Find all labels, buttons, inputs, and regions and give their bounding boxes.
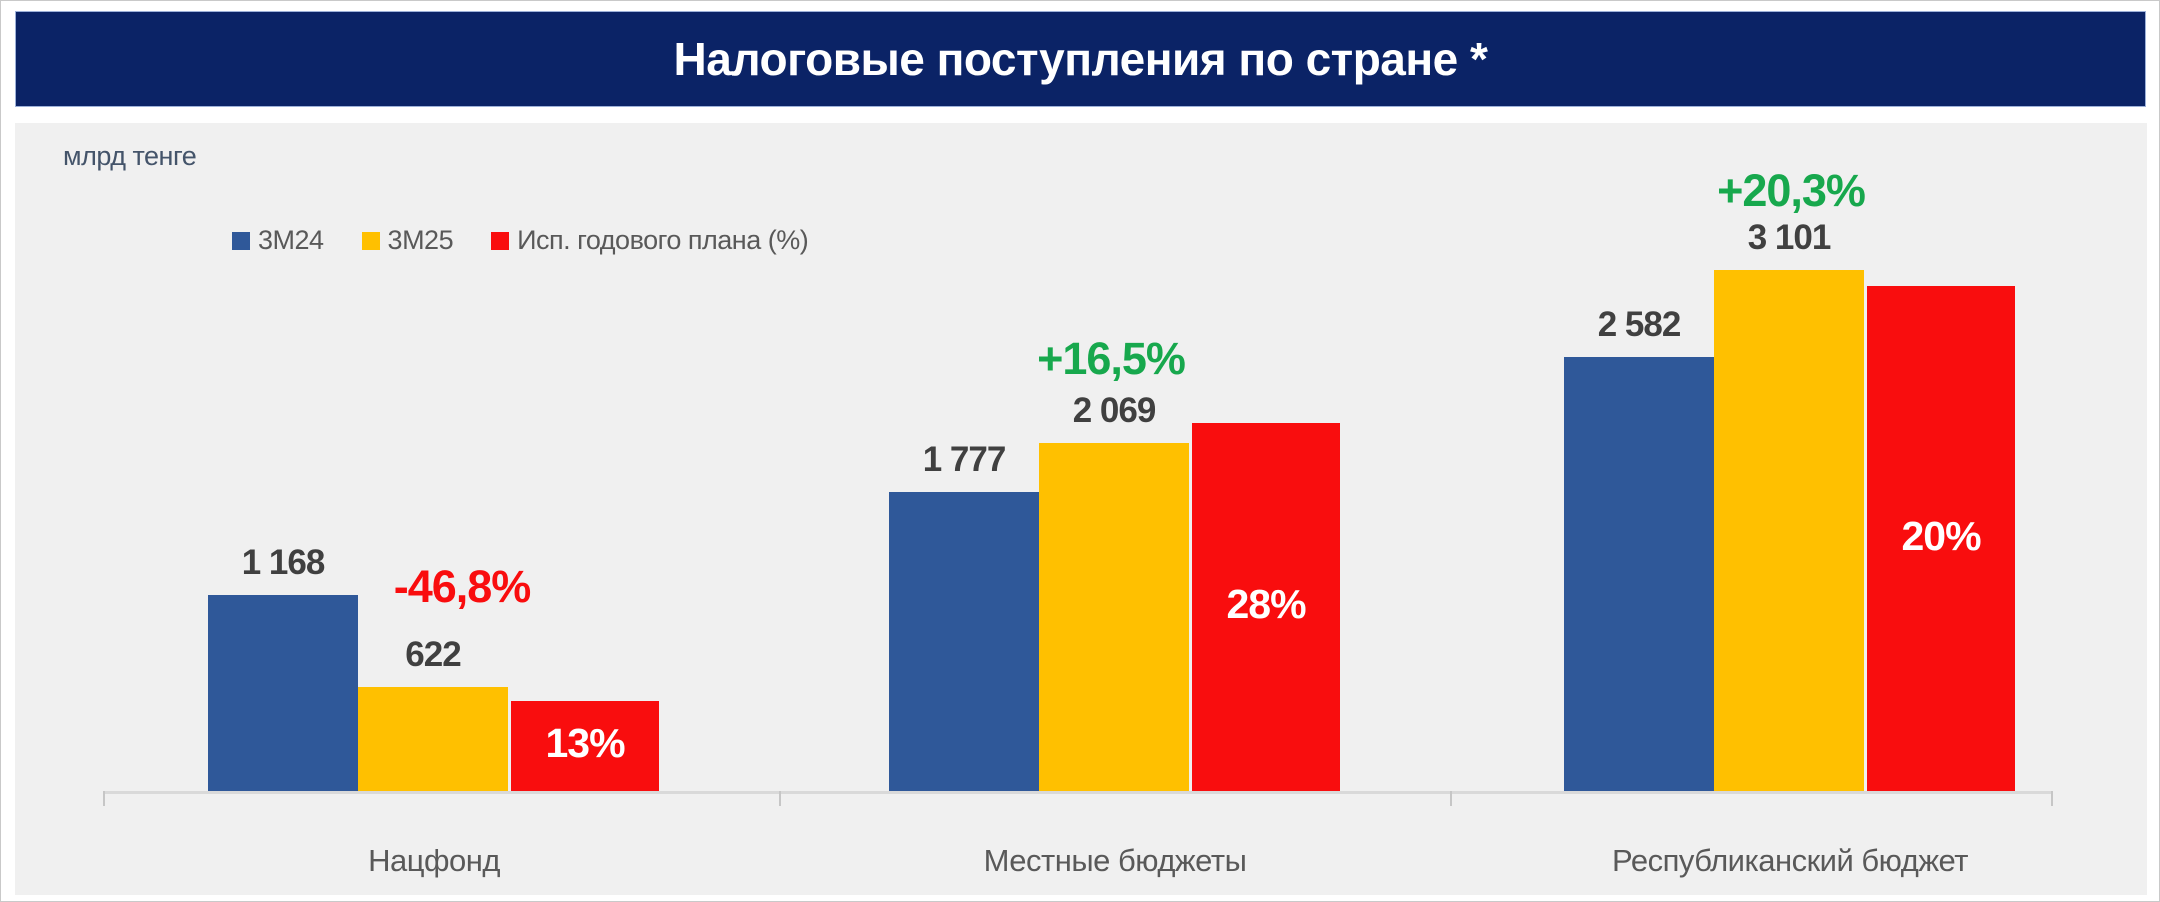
x-axis-line [103, 791, 2053, 794]
x-axis-tick [103, 791, 105, 806]
delta-label-down: -46,8% [393, 561, 532, 612]
category-label: Местные бюджеты [983, 843, 1247, 878]
plan-label: 20% [1901, 512, 1981, 559]
legend-item: Исп. годового плана (%) [491, 225, 809, 256]
bar-plan [1192, 423, 1340, 791]
legend: 3М24 3М25 Исп. годового плана (%) [232, 225, 809, 256]
value-label-3m24: 2 582 [1597, 305, 1682, 344]
bar-plan [1867, 286, 2015, 791]
bar-3m24 [208, 595, 358, 791]
value-label-3m25: 622 [405, 635, 461, 674]
bar-3m25 [1039, 443, 1189, 791]
bar-plan [511, 701, 659, 791]
value-label-3m25: 3 101 [1747, 218, 1832, 257]
bar-3m24 [1564, 357, 1714, 791]
legend-swatch-3m25 [361, 231, 380, 250]
legend-label: 3М24 [258, 225, 324, 255]
legend-label: 3М25 [387, 225, 454, 255]
chart-panel: млрд тенге 3М24 3М25 Исп. годового плана (… [15, 123, 2147, 895]
axis-unit-label: млрд тенге [63, 141, 197, 171]
value-label-3m24: 1 777 [922, 440, 1007, 479]
legend-swatch-3m24 [232, 231, 250, 250]
x-axis-tick [2051, 791, 2053, 806]
bar-3m25 [1714, 270, 1864, 791]
value-label-3m25: 2 069 [1072, 391, 1157, 430]
value-label-3m24: 1 168 [241, 543, 326, 582]
category-label: Нацфонд [368, 843, 500, 878]
legend-item: 3М24 [232, 225, 324, 256]
legend-swatch-plan [491, 231, 510, 250]
page-title: Налоговые поступления по стране * [673, 33, 1488, 85]
category-label: Республиканский бюджет [1612, 843, 1968, 878]
x-axis-tick [779, 791, 781, 806]
legend-item: 3М25 [361, 225, 454, 256]
x-axis-tick [1450, 791, 1452, 806]
header-bar: Налоговые поступления по стране * [15, 11, 2146, 107]
delta-label-up: +20,3% [1717, 165, 1866, 216]
legend-label: Исп. годового плана (%) [517, 225, 809, 255]
plot-area: 1 168 622 13% -46,8% Нацфонд 1 777 2 069 28% +16… [15, 123, 2147, 895]
bar-3m25 [358, 687, 508, 791]
bar-3m24 [889, 492, 1039, 791]
delta-label-up: +16,5% [1037, 333, 1186, 384]
plan-label: 28% [1226, 581, 1306, 627]
plan-label: 13% [545, 720, 625, 766]
